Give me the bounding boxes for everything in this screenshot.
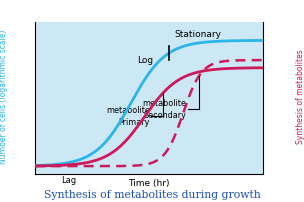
- Text: metabolite: metabolite: [143, 99, 187, 108]
- Text: Time (hr): Time (hr): [128, 179, 170, 188]
- Text: Synthesis of metabolites during growth: Synthesis of metabolites during growth: [44, 190, 260, 200]
- Text: Log: Log: [137, 56, 154, 65]
- Text: Number of cells (logarithmic scale): Number of cells (logarithmic scale): [0, 30, 8, 164]
- Text: Stationary: Stationary: [174, 30, 221, 39]
- Text: metabolite: metabolite: [106, 106, 150, 115]
- Text: Secondary: Secondary: [144, 111, 187, 120]
- Text: Lag: Lag: [61, 176, 76, 185]
- Text: Primary: Primary: [119, 118, 150, 127]
- Text: Synthesis of metabolites: Synthesis of metabolites: [296, 49, 304, 144]
